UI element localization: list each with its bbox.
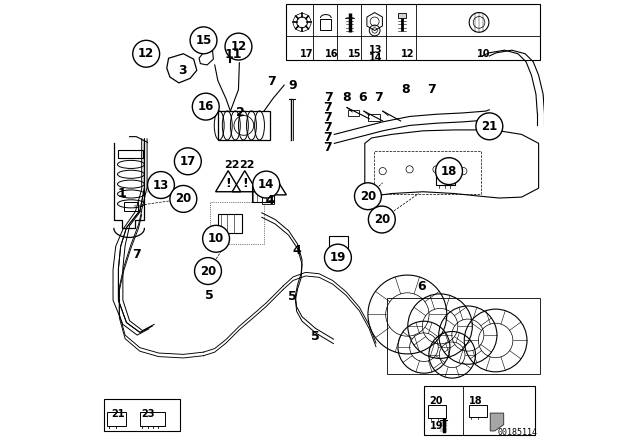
Bar	[387, 298, 540, 374]
Bar	[118, 150, 143, 158]
Text: 17: 17	[300, 49, 314, 59]
Text: 8: 8	[401, 83, 410, 96]
Text: 16: 16	[198, 100, 214, 113]
Text: 7: 7	[323, 111, 332, 124]
Text: 2: 2	[236, 106, 245, 120]
Text: !: !	[272, 184, 276, 194]
Bar	[287, 4, 540, 60]
Bar	[140, 412, 164, 426]
Circle shape	[355, 183, 381, 210]
Polygon shape	[490, 413, 504, 431]
Bar	[348, 110, 360, 116]
Bar	[252, 185, 275, 202]
Circle shape	[132, 40, 159, 67]
Bar	[107, 412, 126, 426]
Bar	[374, 151, 481, 194]
Bar	[424, 386, 535, 435]
Text: 4: 4	[292, 244, 301, 258]
Text: 6: 6	[417, 280, 426, 293]
Text: 1: 1	[118, 187, 127, 201]
Text: 12: 12	[401, 49, 414, 59]
Text: 20: 20	[429, 396, 444, 406]
Circle shape	[436, 158, 463, 185]
Text: 20: 20	[374, 213, 390, 226]
Bar	[468, 405, 486, 417]
Text: 18: 18	[441, 164, 457, 178]
Bar	[210, 202, 264, 244]
Circle shape	[225, 33, 252, 60]
Circle shape	[253, 171, 280, 198]
Bar	[104, 399, 180, 431]
Text: 9: 9	[289, 78, 298, 92]
Bar	[262, 185, 275, 204]
Text: 19: 19	[429, 421, 444, 431]
Text: !: !	[225, 177, 231, 190]
Bar	[397, 13, 406, 18]
Text: 21: 21	[481, 120, 497, 133]
Text: 13: 13	[153, 178, 169, 192]
Bar	[218, 111, 270, 140]
Text: 12: 12	[230, 40, 246, 53]
Text: 7: 7	[374, 91, 383, 104]
Text: 15: 15	[195, 34, 212, 47]
Bar	[329, 236, 348, 249]
Text: 6: 6	[358, 91, 367, 104]
Bar	[218, 214, 243, 233]
Text: 7: 7	[268, 75, 276, 89]
Text: 14: 14	[258, 178, 275, 191]
Text: 10: 10	[477, 49, 490, 59]
Text: 4: 4	[266, 194, 274, 207]
Text: 23: 23	[141, 409, 154, 419]
Circle shape	[174, 148, 201, 175]
Text: 8: 8	[342, 91, 351, 104]
Text: 20: 20	[200, 264, 216, 278]
Circle shape	[369, 206, 396, 233]
Text: 19: 19	[330, 251, 346, 264]
Text: 7: 7	[323, 131, 332, 144]
Text: 22: 22	[239, 160, 255, 170]
Text: 11: 11	[225, 48, 242, 61]
Text: 3: 3	[178, 64, 187, 78]
Text: 20: 20	[360, 190, 376, 203]
Text: 12: 12	[138, 47, 154, 60]
Bar	[428, 405, 446, 418]
Circle shape	[195, 258, 221, 284]
Circle shape	[192, 93, 219, 120]
Bar	[321, 19, 332, 30]
Text: 10: 10	[208, 232, 224, 246]
Bar	[436, 173, 455, 185]
Text: !: !	[242, 177, 248, 190]
Circle shape	[190, 27, 217, 54]
Text: 13: 13	[369, 45, 382, 55]
Text: 14: 14	[369, 53, 382, 63]
Text: 17: 17	[180, 155, 196, 168]
Text: 00185114: 00185114	[497, 428, 538, 437]
Text: 7: 7	[323, 121, 332, 134]
Text: 7: 7	[132, 248, 141, 261]
Text: 20: 20	[175, 192, 191, 206]
Circle shape	[203, 225, 230, 252]
Circle shape	[324, 244, 351, 271]
Text: 18: 18	[469, 396, 483, 406]
Text: 7: 7	[324, 91, 333, 104]
Circle shape	[170, 185, 196, 212]
Text: 22: 22	[224, 160, 239, 170]
Text: 21: 21	[111, 409, 124, 419]
Bar	[369, 114, 380, 121]
Text: 7: 7	[427, 83, 435, 96]
Text: 7: 7	[323, 101, 332, 114]
Text: 16: 16	[324, 49, 338, 59]
Text: 15: 15	[348, 49, 362, 59]
Text: 5: 5	[311, 330, 320, 344]
Circle shape	[476, 113, 503, 140]
Text: 7: 7	[323, 141, 332, 155]
Text: 5: 5	[205, 289, 214, 302]
Circle shape	[147, 172, 174, 198]
Text: 5: 5	[288, 290, 296, 303]
Bar	[124, 202, 138, 211]
